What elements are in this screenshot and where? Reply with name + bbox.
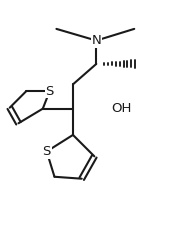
Text: OH: OH	[111, 102, 131, 115]
Text: N: N	[91, 34, 101, 47]
Text: S: S	[42, 145, 51, 158]
Text: S: S	[45, 85, 54, 98]
